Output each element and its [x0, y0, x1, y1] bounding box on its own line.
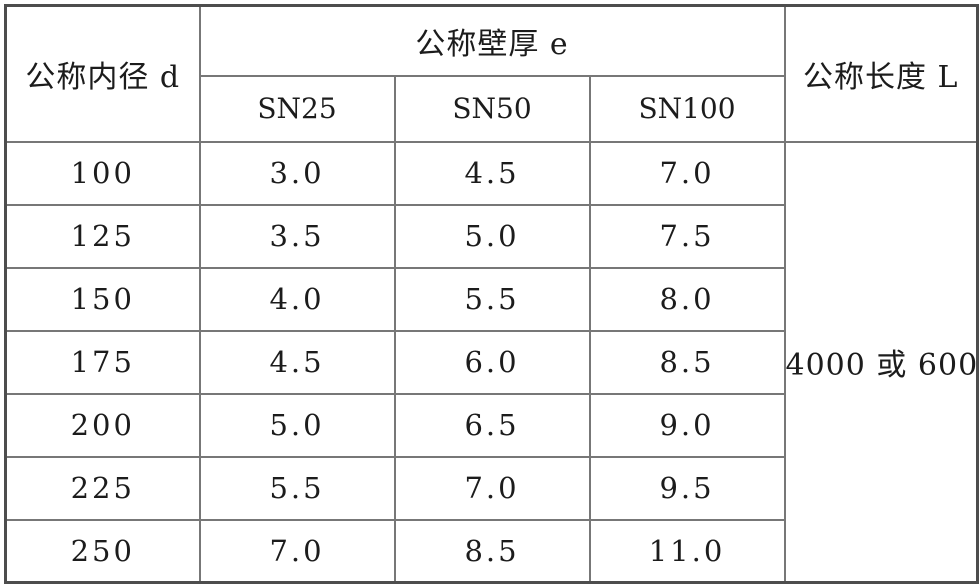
header-row-1: 公称内径 d 公称壁厚 e 公称长度 L: [4, 4, 979, 143]
table-row: 200 5.0 6.5 9.0: [4, 392, 978, 458]
cell-sn100: 7.0: [588, 140, 786, 206]
cell-sn25: 7.0: [198, 518, 396, 584]
cell-sn100: 7.5: [588, 203, 786, 269]
cell-sn50: 5.0: [393, 203, 591, 269]
header-length: 公称长度 L: [783, 4, 979, 143]
cell-diameter: 200: [4, 392, 201, 458]
header-sn25: SN25: [198, 74, 396, 143]
cell-sn25: 5.5: [198, 455, 396, 521]
cell-sn25: 3.0: [198, 140, 396, 206]
cell-sn100: 9.5: [588, 455, 786, 521]
cell-sn100: 8.0: [588, 266, 786, 332]
cell-sn100: 11.0: [588, 518, 786, 584]
pipe-spec-table: 公称内径 d 公称壁厚 e 公称长度 L SN25 SN50 SN100 100…: [4, 4, 980, 584]
table-row: 125 3.5 5.0 7.5: [4, 203, 978, 269]
cell-diameter: 175: [4, 329, 201, 395]
cell-sn50: 6.0: [393, 329, 591, 395]
cell-diameter: 250: [4, 518, 201, 584]
table-row: 100 3.0 4.5 7.0 4000 或 6000: [4, 140, 980, 584]
cell-sn100: 8.5: [588, 329, 786, 395]
table-row: 225 5.5 7.0 9.5: [4, 455, 978, 521]
header-row-2: SN25 SN50 SN100: [6, 74, 978, 143]
header-inner-diameter: 公称内径 d: [4, 4, 201, 143]
header-sn100: SN100: [588, 74, 786, 143]
cell-sn50: 5.5: [393, 266, 591, 332]
cell-diameter: 100: [4, 140, 201, 206]
table-row: 150 4.0 5.5 8.0: [4, 266, 978, 332]
cell-sn25: 4.5: [198, 329, 396, 395]
cell-sn50: 7.0: [393, 455, 591, 521]
table-row: 250 7.0 8.5 11.0: [4, 518, 978, 584]
header-wall-thickness: 公称壁厚 e: [198, 4, 786, 77]
cell-diameter: 125: [4, 203, 201, 269]
cell-diameter: 150: [4, 266, 201, 332]
cell-sn100: 9.0: [588, 392, 786, 458]
cell-sn25: 4.0: [198, 266, 396, 332]
cell-length: 4000 或 6000: [783, 140, 980, 584]
cell-sn50: 6.5: [393, 392, 591, 458]
cell-sn50: 4.5: [393, 140, 591, 206]
table-row: 175 4.5 6.0 8.5: [4, 329, 978, 395]
cell-sn25: 3.5: [198, 203, 396, 269]
cell-diameter: 225: [4, 455, 201, 521]
header-sn50: SN50: [393, 74, 591, 143]
cell-sn50: 8.5: [393, 518, 591, 584]
cell-sn25: 5.0: [198, 392, 396, 458]
